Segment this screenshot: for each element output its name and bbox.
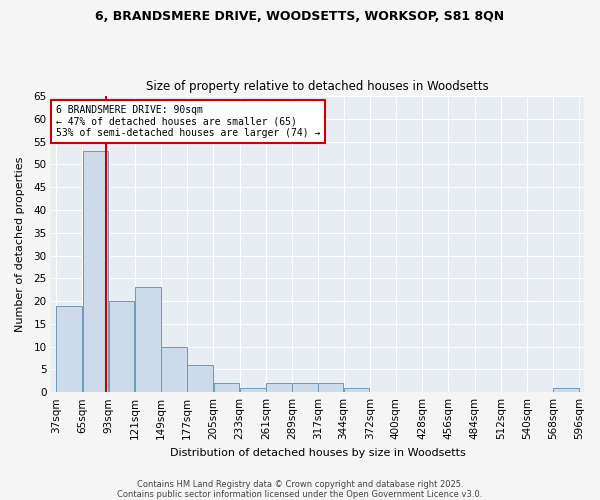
Bar — [240, 388, 266, 392]
Bar — [344, 388, 370, 392]
Bar — [135, 288, 161, 392]
Bar — [56, 306, 82, 392]
Bar — [292, 383, 318, 392]
Bar — [161, 346, 187, 392]
Bar — [109, 301, 134, 392]
Y-axis label: Number of detached properties: Number of detached properties — [15, 156, 25, 332]
Bar — [83, 150, 108, 392]
Title: Size of property relative to detached houses in Woodsetts: Size of property relative to detached ho… — [146, 80, 489, 94]
Bar — [187, 365, 213, 392]
Bar — [214, 383, 239, 392]
Bar — [319, 383, 343, 392]
Text: 6, BRANDSMERE DRIVE, WOODSETTS, WORKSOP, S81 8QN: 6, BRANDSMERE DRIVE, WOODSETTS, WORKSOP,… — [95, 10, 505, 23]
Bar — [266, 383, 292, 392]
Text: 6 BRANDSMERE DRIVE: 90sqm
← 47% of detached houses are smaller (65)
53% of semi-: 6 BRANDSMERE DRIVE: 90sqm ← 47% of detac… — [56, 105, 320, 138]
Bar — [553, 388, 579, 392]
Text: Contains HM Land Registry data © Crown copyright and database right 2025.: Contains HM Land Registry data © Crown c… — [137, 480, 463, 489]
X-axis label: Distribution of detached houses by size in Woodsetts: Distribution of detached houses by size … — [170, 448, 466, 458]
Text: Contains public sector information licensed under the Open Government Licence v3: Contains public sector information licen… — [118, 490, 482, 499]
